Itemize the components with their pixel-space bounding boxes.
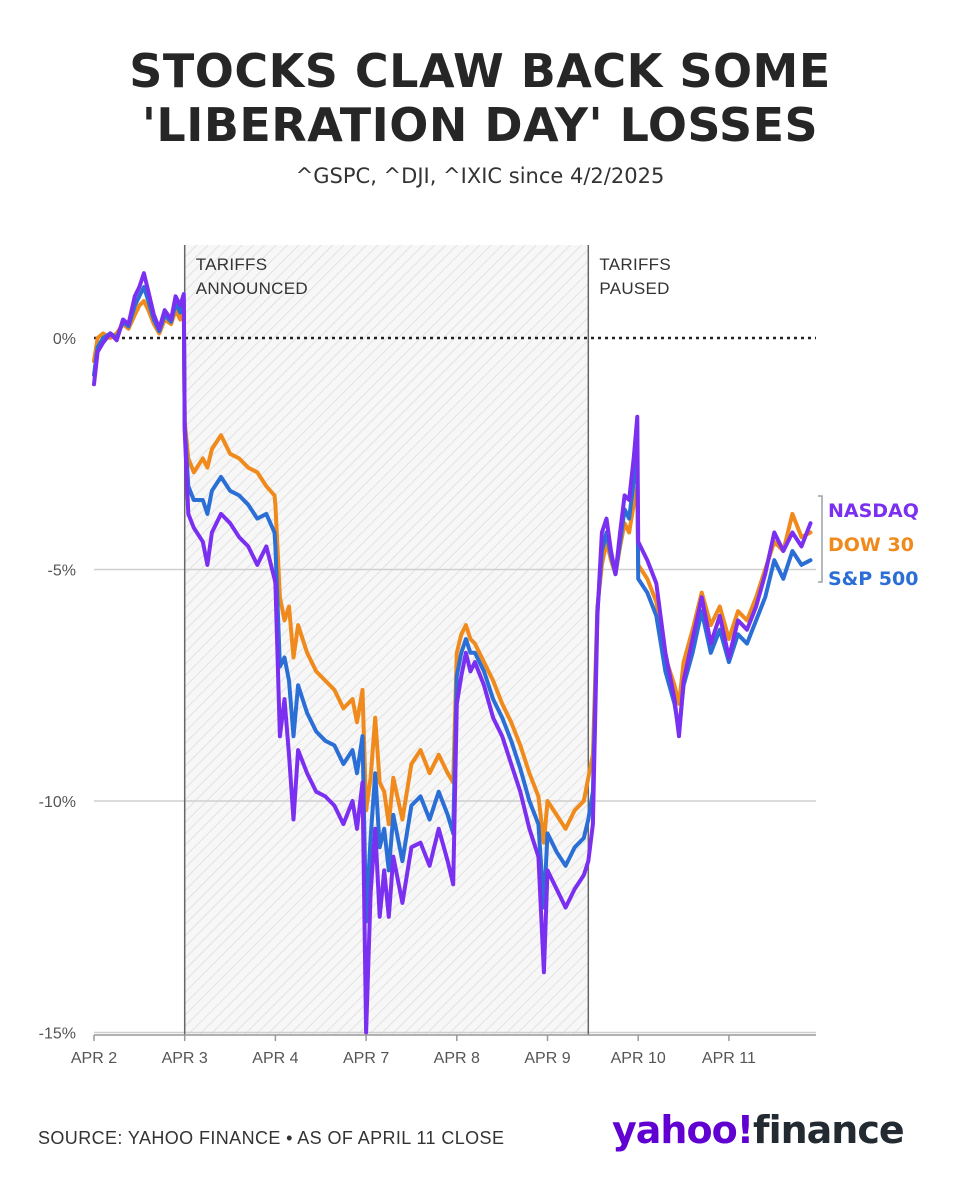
tariff-period-shade bbox=[184, 245, 589, 1035]
logo-finance-text: finance bbox=[753, 1108, 905, 1152]
yahoo-finance-logo: yahoo!finance bbox=[612, 1108, 905, 1152]
y-tick-label: -15% bbox=[39, 1026, 76, 1043]
y-tick-label: -5% bbox=[48, 563, 76, 580]
legend-label: DOW 30 bbox=[828, 534, 914, 556]
x-tick-label: APR 2 bbox=[71, 1050, 117, 1067]
x-tick-label: APR 7 bbox=[343, 1050, 389, 1067]
chart-title: STOCKS CLAW BACK SOME 'LIBERATION DAY' L… bbox=[0, 44, 960, 152]
chart-title-line2: 'LIBERATION DAY' LOSSES bbox=[141, 98, 819, 152]
legend-bracket bbox=[818, 495, 823, 583]
annotation-label: TARIFFS bbox=[599, 255, 671, 274]
x-tick-label: APR 11 bbox=[702, 1050, 756, 1067]
x-tick-label: APR 10 bbox=[611, 1050, 666, 1067]
series-line-nasdaq bbox=[92, 271, 813, 1035]
y-tick-label: 0% bbox=[53, 331, 76, 348]
chart-title-line1: STOCKS CLAW BACK SOME bbox=[129, 44, 831, 98]
annotation-label: PAUSED bbox=[599, 279, 669, 298]
chart-subtitle: ^GSPC, ^DJI, ^IXIC since 4/2/2025 bbox=[295, 164, 665, 188]
x-tick-label: APR 3 bbox=[162, 1050, 208, 1067]
x-tick-label: APR 9 bbox=[524, 1050, 570, 1067]
legend-label: S&P 500 bbox=[828, 568, 918, 590]
y-tick-label: -10% bbox=[39, 794, 76, 811]
logo-exclamation-mark: ! bbox=[736, 1108, 754, 1152]
logo-yahoo-text: yahoo bbox=[612, 1108, 738, 1152]
x-tick-label: APR 4 bbox=[252, 1050, 298, 1067]
x-tick-label: APR 8 bbox=[434, 1050, 480, 1067]
legend-label: NASDAQ bbox=[828, 500, 919, 522]
line-chart: TARIFFS ANNOUNCED TARIFFS PAUSED 0% -5% -10% -… bbox=[39, 245, 919, 1067]
annotation-label: ANNOUNCED bbox=[196, 279, 308, 298]
annotation-label: TARIFFS bbox=[196, 255, 268, 274]
source-note: SOURCE: YAHOO FINANCE • AS OF APRIL 11 C… bbox=[38, 1128, 505, 1148]
